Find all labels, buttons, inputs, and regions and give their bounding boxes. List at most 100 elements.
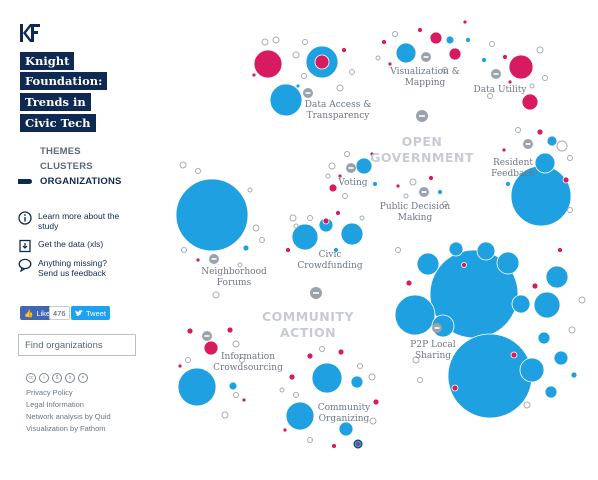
organization-bubble[interactable]: [505, 181, 511, 187]
organization-bubble[interactable]: [445, 35, 455, 45]
organization-bubble[interactable]: [212, 291, 220, 299]
organization-bubble[interactable]: [542, 75, 548, 81]
organization-bubble[interactable]: [507, 79, 513, 85]
cluster-label[interactable]: Visualization &: [389, 67, 459, 77]
cluster-label[interactable]: Transparency: [307, 111, 371, 121]
cluster-label[interactable]: Data Access &: [305, 100, 371, 110]
organization-bubble[interactable]: [247, 187, 253, 193]
organization-bubble[interactable]: [307, 437, 313, 443]
organization-bubble[interactable]: [447, 333, 533, 419]
organization-bubble[interactable]: [536, 46, 544, 54]
cluster-label[interactable]: Resident: [493, 158, 533, 168]
organization-bubble[interactable]: [462, 19, 468, 25]
cluster-collapse-button[interactable]: [209, 254, 219, 264]
organization-bubble[interactable]: [307, 215, 313, 221]
organization-bubble[interactable]: [536, 128, 544, 136]
organization-bubble[interactable]: [428, 175, 434, 181]
feedback-link[interactable]: Anything missing? Send us feedback: [18, 258, 128, 278]
theme-label[interactable]: OPEN: [402, 134, 443, 149]
organization-bubble[interactable]: [529, 83, 535, 89]
organization-bubble[interactable]: [537, 331, 551, 345]
organization-bubble[interactable]: [412, 356, 420, 364]
organization-bubble[interactable]: [302, 39, 308, 45]
organization-bubble[interactable]: [489, 41, 495, 47]
cluster-label[interactable]: Feedback: [491, 169, 535, 179]
organization-bubble[interactable]: [355, 157, 373, 175]
organization-bubble[interactable]: [195, 168, 201, 174]
organization-bubble[interactable]: [253, 49, 283, 79]
organization-bubble[interactable]: [508, 54, 534, 80]
organization-bubble[interactable]: [534, 152, 556, 174]
organization-bubble[interactable]: [523, 401, 531, 409]
organization-bubble[interactable]: [545, 265, 569, 289]
theme-btn-community-action[interactable]: [310, 287, 322, 299]
theme-btn-open-government[interactable]: [416, 110, 428, 122]
cluster-label[interactable]: Making: [398, 213, 433, 223]
organization-bubble[interactable]: [442, 201, 448, 207]
organization-bubble[interactable]: [301, 73, 307, 79]
theme-label[interactable]: COMMUNITY: [262, 309, 354, 324]
organization-bubble[interactable]: [340, 222, 364, 246]
legal-information-link[interactable]: Legal Information: [26, 400, 84, 409]
cluster-label[interactable]: Civic: [319, 250, 342, 260]
organization-bubble[interactable]: [186, 327, 194, 335]
cluster-label[interactable]: Forums: [217, 278, 252, 288]
organization-bubble[interactable]: [387, 61, 393, 67]
organization-bubble[interactable]: [448, 47, 462, 61]
organization-bubble[interactable]: [372, 398, 380, 406]
cluster-label[interactable]: Crowdfunding: [297, 261, 362, 271]
organization-bubble[interactable]: [314, 54, 330, 70]
cluster-label[interactable]: Information: [221, 352, 275, 362]
cluster-collapse-button[interactable]: [419, 187, 429, 197]
organization-bubble[interactable]: [319, 346, 325, 352]
cluster-collapse-button[interactable]: [432, 323, 442, 333]
organization-bubble[interactable]: [282, 427, 288, 433]
organization-bubble[interactable]: [553, 350, 569, 366]
fathom-credit-link[interactable]: Visualization by Fathom: [26, 424, 106, 433]
organization-bubble[interactable]: [335, 210, 341, 216]
organization-bubble[interactable]: [533, 291, 561, 319]
organization-bubble[interactable]: [252, 224, 260, 232]
organization-bubble[interactable]: [395, 183, 401, 189]
organization-bubble[interactable]: [368, 373, 376, 381]
facebook-like-button[interactable]: 👍 Like: [20, 306, 55, 320]
organization-bubble[interactable]: [349, 69, 355, 75]
organization-bubble[interactable]: [293, 392, 299, 398]
organization-bubble[interactable]: [285, 401, 315, 431]
organization-bubble[interactable]: [338, 421, 354, 437]
organization-bubbles[interactable]: [175, 19, 586, 449]
cluster-label[interactable]: Voting: [337, 178, 367, 188]
organization-bubble[interactable]: [403, 193, 409, 199]
cluster-label[interactable]: Mapping: [405, 78, 446, 88]
organization-bubble[interactable]: [261, 38, 269, 46]
organization-bubble[interactable]: [562, 176, 570, 184]
organization-bubble[interactable]: [461, 262, 467, 268]
organization-bubble[interactable]: [546, 135, 558, 147]
cluster-label[interactable]: Community: [318, 403, 371, 413]
organization-bubble[interactable]: [251, 72, 257, 78]
organization-bubble[interactable]: [288, 373, 296, 381]
organization-bubble[interactable]: [336, 84, 344, 92]
organization-bubble[interactable]: [233, 392, 239, 398]
organization-bubble[interactable]: [409, 178, 417, 186]
organization-bubble[interactable]: [501, 147, 507, 153]
organization-bubble[interactable]: [242, 244, 250, 252]
organization-bubble[interactable]: [392, 31, 398, 37]
organization-bubble[interactable]: [557, 247, 563, 253]
organization-bubble[interactable]: [306, 352, 314, 360]
organization-bubble[interactable]: [556, 140, 568, 152]
organization-bubble[interactable]: [369, 151, 375, 157]
organization-bubble[interactable]: [544, 385, 558, 399]
nav-themes[interactable]: THEMES: [40, 146, 81, 157]
cluster-label[interactable]: Public Decision: [380, 202, 451, 212]
organization-bubble[interactable]: [437, 189, 443, 195]
organization-bubble[interactable]: [465, 37, 471, 43]
organization-bubble[interactable]: [289, 214, 297, 222]
organization-bubble[interactable]: [476, 241, 496, 261]
cluster-collapse-button[interactable]: [491, 69, 501, 79]
organization-bubble[interactable]: [350, 375, 364, 389]
organization-bubble[interactable]: [369, 417, 377, 425]
cluster-label[interactable]: Sharing: [415, 351, 451, 361]
organization-bubble[interactable]: [487, 93, 493, 99]
cluster-label[interactable]: Crowdsourcing: [213, 363, 283, 373]
